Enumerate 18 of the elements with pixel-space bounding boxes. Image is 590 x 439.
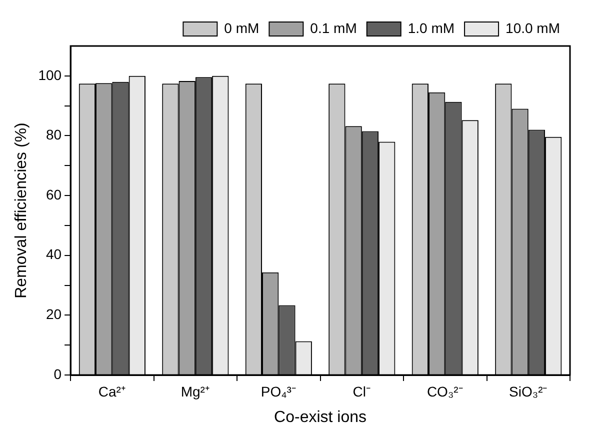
- y-tick-label: 40: [46, 246, 62, 262]
- x-tick-label: Ca²⁺: [98, 383, 126, 400]
- legend-label: 1.0 mM: [408, 20, 455, 36]
- y-tick-label: 100: [38, 66, 62, 83]
- x-tick-label: PO₄³⁻: [260, 383, 296, 400]
- y-tick-label: 80: [46, 126, 62, 143]
- x-tick-label: Mg²⁺: [180, 383, 210, 400]
- x-tick-label: SiO₃²⁻: [509, 383, 548, 400]
- legend-label: 0 mM: [224, 20, 260, 36]
- y-tick-label: 0: [54, 366, 62, 382]
- legend-label: 0.1 mM: [310, 20, 357, 36]
- legend-label: 10.0 mM: [506, 20, 560, 36]
- x-tick-label: CO₃²⁻: [426, 383, 464, 400]
- y-axis-title: Removal efficiencies (%): [13, 122, 30, 298]
- x-axis-title: Co-exist ions: [274, 408, 367, 426]
- x-tick-label: Cl⁻: [352, 383, 372, 400]
- y-tick-label: 60: [46, 186, 62, 202]
- y-tick-label: 20: [46, 306, 62, 322]
